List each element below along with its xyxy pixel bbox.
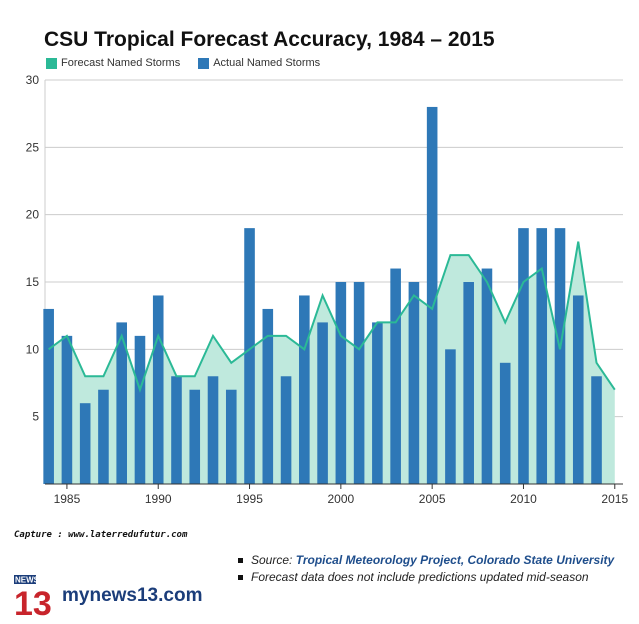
actual-bar bbox=[317, 322, 328, 484]
footer-notes: Source: Tropical Meteorology Project, Co… bbox=[238, 553, 614, 587]
forecast-line bbox=[48, 241, 616, 393]
actual-bar bbox=[572, 295, 584, 484]
forecast-note: Forecast data does not include predictio… bbox=[238, 570, 614, 584]
bullet-icon bbox=[238, 575, 243, 581]
actual-bar bbox=[481, 268, 493, 484]
y-tick-label: 25 bbox=[26, 140, 40, 154]
actual-bar bbox=[152, 295, 164, 484]
actual-bar bbox=[536, 228, 548, 484]
logo-badge-top: NEWS bbox=[15, 576, 40, 585]
chart-plot: 5 10 15 20 25 30 1985 1990 1995 2000 2005 2010 2015 bbox=[26, 73, 629, 506]
x-tick-label: 1985 bbox=[54, 492, 81, 506]
actual-bar bbox=[372, 322, 383, 484]
actual-bar bbox=[134, 335, 146, 484]
chart-title: CSU Tropical Forecast Accuracy, 1984 – 2… bbox=[44, 28, 495, 51]
actual-bar bbox=[426, 106, 438, 484]
logo-badge-number: 13 bbox=[14, 585, 52, 617]
x-tick-label: 2010 bbox=[510, 492, 537, 506]
y-tick-label: 10 bbox=[26, 342, 40, 356]
logo-text: mynews13.com bbox=[62, 585, 203, 606]
actual-bar bbox=[390, 268, 401, 484]
x-tick-label: 2015 bbox=[601, 492, 628, 506]
actual-bar bbox=[225, 389, 237, 484]
source-prefix: Source: bbox=[251, 553, 296, 567]
y-tick-label: 20 bbox=[26, 208, 40, 222]
actual-bar bbox=[591, 376, 602, 484]
actual-bar bbox=[499, 362, 511, 484]
actual-bar bbox=[335, 282, 347, 484]
bullet-icon bbox=[238, 558, 243, 564]
actual-bar bbox=[280, 376, 292, 484]
y-tick-label: 15 bbox=[26, 275, 40, 289]
actual-bar bbox=[554, 228, 566, 484]
news13-badge-icon: NEWS 13 bbox=[14, 575, 52, 617]
actual-bar bbox=[171, 376, 182, 484]
chart-legend: Forecast Named Storms Actual Named Storm… bbox=[46, 57, 320, 69]
legend-swatch-actual bbox=[198, 57, 210, 69]
legend-label-forecast: Forecast Named Storms bbox=[61, 57, 181, 69]
legend-label-actual: Actual Named Storms bbox=[213, 57, 321, 69]
actual-bar bbox=[244, 228, 255, 484]
source-link[interactable]: Tropical Meteorology Project, Colorado S… bbox=[295, 553, 615, 567]
legend-item-actual[interactable]: Actual Named Storms bbox=[198, 57, 320, 69]
actual-bar bbox=[98, 389, 109, 484]
source-note: Source: Tropical Meteorology Project, Co… bbox=[238, 553, 614, 567]
x-tick-label: 1990 bbox=[145, 492, 172, 506]
x-tick-label: 1995 bbox=[236, 492, 263, 506]
actual-bar bbox=[207, 376, 219, 484]
actual-bar bbox=[463, 282, 474, 484]
news13-logo[interactable]: NEWS 13 mynews13.com bbox=[14, 575, 202, 617]
forecast-note-text: Forecast data does not include predictio… bbox=[251, 570, 589, 584]
actual-bar bbox=[299, 295, 310, 484]
legend-swatch-forecast bbox=[46, 57, 57, 69]
actual-bar bbox=[189, 389, 201, 484]
actual-bar bbox=[262, 308, 274, 484]
actual-bar bbox=[61, 335, 73, 484]
actual-bar bbox=[518, 228, 529, 484]
actual-bar bbox=[79, 403, 91, 484]
actual-bar bbox=[353, 282, 365, 484]
actual-bar bbox=[43, 308, 54, 484]
actual-bar bbox=[116, 322, 127, 484]
actual-bar bbox=[445, 349, 456, 484]
capture-credit: Capture : www.laterredufutur.com bbox=[14, 530, 188, 540]
legend-item-forecast[interactable]: Forecast Named Storms bbox=[46, 57, 180, 69]
y-tick-label: 5 bbox=[32, 410, 39, 424]
x-tick-label: 2005 bbox=[419, 492, 446, 506]
y-tick-label: 30 bbox=[26, 73, 40, 87]
x-tick-label: 2000 bbox=[327, 492, 354, 506]
actual-bar bbox=[408, 282, 420, 484]
